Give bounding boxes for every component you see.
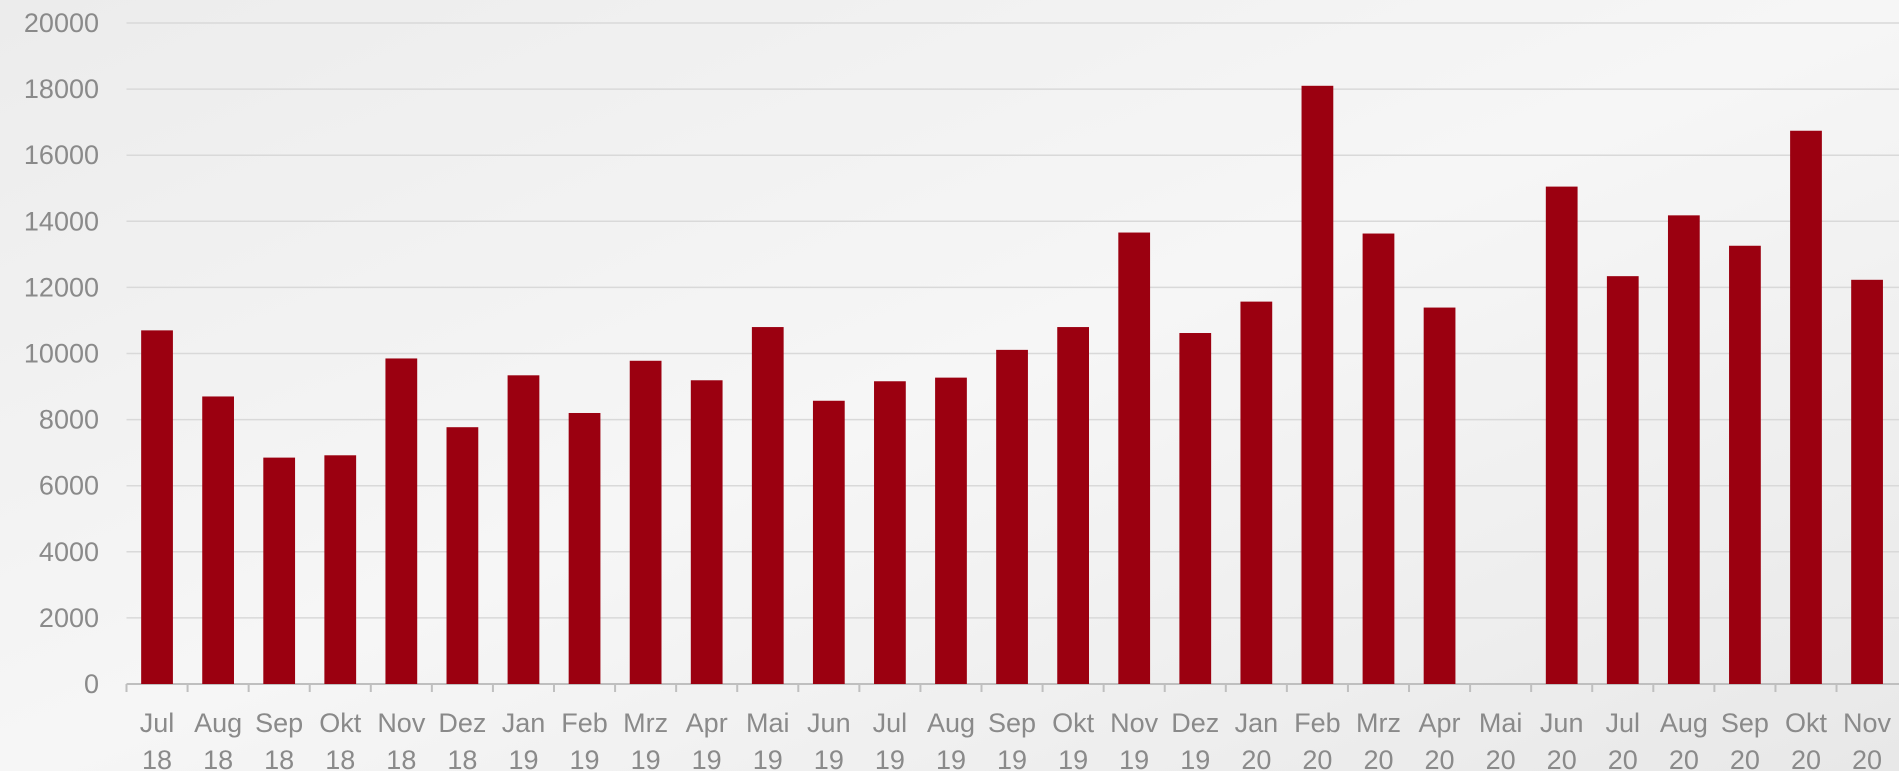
bar — [691, 380, 723, 684]
y-tick-label: 18000 — [24, 74, 99, 104]
bar — [1240, 302, 1272, 684]
bar — [447, 427, 479, 684]
y-tick-label: 16000 — [24, 140, 99, 170]
chart: 0 2000 4000 6000 8000 10000 12000 14000 16000 180… — [0, 0, 1899, 771]
y-tick-label: 6000 — [39, 471, 99, 501]
bar — [324, 455, 356, 684]
bar — [1179, 333, 1211, 684]
bar — [141, 330, 173, 684]
y-tick-label: 4000 — [39, 537, 99, 567]
page: 0 2000 4000 6000 8000 10000 12000 14000 16000 180… — [0, 0, 1899, 771]
bar — [569, 413, 601, 684]
bar — [874, 381, 906, 684]
bar — [630, 361, 662, 684]
bar — [996, 350, 1028, 684]
y-tick-label: 12000 — [24, 272, 99, 302]
bar — [1118, 233, 1150, 684]
bar — [1668, 215, 1700, 684]
bar — [1057, 327, 1089, 684]
bar — [1363, 234, 1395, 684]
y-tick-label: 8000 — [39, 405, 99, 435]
bar — [1546, 187, 1578, 684]
y-tick-label: 2000 — [39, 603, 99, 633]
bar — [752, 327, 784, 684]
bar — [1302, 86, 1334, 684]
bar — [1851, 280, 1883, 684]
bar — [263, 458, 295, 684]
y-tick-label: 0 — [84, 669, 99, 699]
bar — [1790, 131, 1822, 684]
bar — [1424, 308, 1456, 684]
y-tick-label: 14000 — [24, 206, 99, 236]
bar — [508, 375, 540, 684]
bar — [385, 358, 417, 684]
bar — [202, 396, 234, 684]
bar — [1607, 276, 1639, 684]
bar — [935, 378, 967, 684]
y-tick-label: 10000 — [24, 339, 99, 369]
bar — [813, 401, 845, 684]
y-tick-label: 20000 — [24, 8, 99, 38]
bar — [1729, 246, 1761, 684]
